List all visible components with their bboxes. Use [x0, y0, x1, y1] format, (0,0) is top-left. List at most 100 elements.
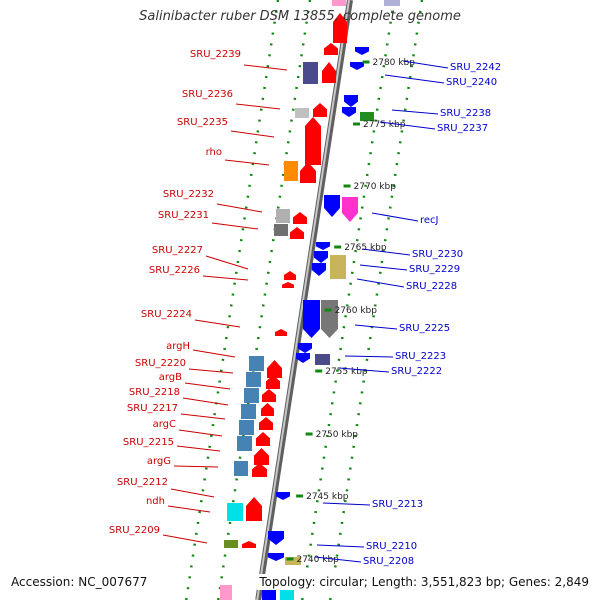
scale-label: 2780 kbp — [373, 58, 416, 68]
gene-arrow — [342, 107, 356, 117]
reverse-gene-label: SRU_2229 — [409, 264, 460, 275]
reverse-label-leader — [356, 278, 405, 288]
forward-gene-label: SRU_2227 — [152, 245, 203, 256]
forward-label-leader — [235, 103, 281, 110]
reverse-gene-label: SRU_2213 — [372, 499, 423, 510]
gene-arrow — [246, 497, 262, 521]
forward-label-leader — [167, 505, 211, 513]
forward-gene-label: SRU_2209 — [109, 525, 160, 536]
gene-arrow — [296, 353, 310, 363]
forward-gene-label: SRU_2215 — [123, 437, 174, 448]
forward-label-leader — [211, 222, 259, 230]
gene-arrow — [275, 329, 287, 336]
forward-gene-label: SRU_2212 — [117, 477, 168, 488]
reverse-gene-label: SRU_2208 — [363, 556, 414, 567]
reverse-gene-label: SRU_2225 — [399, 323, 450, 334]
gene-features — [220, 0, 400, 600]
forward-label-leader — [224, 159, 270, 166]
scale-label: 2755 kbp — [325, 367, 368, 377]
accession-text: Accession: NC_007677 — [9, 574, 150, 590]
forward-label-leader — [230, 130, 275, 138]
reverse-gene-label: SRU_2223 — [395, 351, 446, 362]
forward-gene-label: rho — [206, 147, 222, 158]
gene-box — [280, 590, 294, 600]
forward-label-leader — [182, 397, 229, 406]
gene-box — [384, 0, 400, 6]
gene-arrow — [300, 162, 316, 183]
forward-gene-label: argH — [166, 341, 190, 352]
gene-arrow — [313, 103, 327, 117]
gene-box — [249, 356, 264, 371]
reverse-gene-label: SRU_2210 — [366, 541, 417, 552]
forward-gene-label: ndh — [146, 496, 165, 507]
scale-label: 2750 kbp — [316, 430, 359, 440]
gene-arrow — [333, 13, 347, 43]
gene-arrow — [284, 271, 296, 280]
forward-label-leader — [184, 382, 231, 390]
guide-line — [328, 0, 424, 600]
forward-label-leader — [202, 275, 249, 281]
gene-arrow — [266, 375, 280, 389]
reverse-label-leader — [371, 212, 419, 222]
gene-arrow — [242, 541, 256, 548]
forward-gene-label: SRU_2231 — [158, 210, 209, 221]
gene-box — [330, 255, 346, 279]
reverse-label-leader — [354, 324, 398, 330]
reverse-gene-label: SRU_2228 — [406, 281, 457, 292]
gene-box — [360, 112, 374, 121]
gene-arrow — [298, 343, 312, 353]
reverse-label-leader — [402, 60, 449, 69]
gene-arrow — [350, 62, 364, 70]
gene-box — [239, 420, 254, 435]
forward-gene-label: SRU_2217 — [127, 403, 178, 414]
forward-gene-label: SRU_2239 — [190, 49, 241, 60]
gene-arrow — [303, 300, 320, 338]
gene-arrow — [267, 360, 282, 378]
reverse-gene-labels: SRU_2242 SRU_2240 SRU_2238 SRU_2237 recJ SRU_… — [314, 60, 501, 567]
gene-arrow — [355, 47, 369, 55]
reverse-gene-label: SRU_2237 — [437, 123, 488, 134]
reverse-label-leader — [316, 544, 365, 548]
forward-label-leader — [192, 349, 236, 358]
forward-label-leader — [243, 64, 288, 71]
scale-label: 2760 kbp — [335, 306, 378, 316]
gene-arrow — [342, 197, 358, 222]
gene-box — [244, 388, 259, 403]
gene-arrow — [312, 263, 326, 276]
gene-box — [234, 461, 248, 476]
forward-label-leader — [178, 429, 223, 437]
gene-arrow — [322, 62, 336, 83]
reverse-gene-label: SRU_2242 — [450, 62, 501, 73]
map-title: Salinibacter ruber DSM 13855, complete g… — [139, 9, 461, 24]
reverse-label-leader — [391, 109, 439, 115]
gene-arrow — [282, 282, 294, 288]
scale-label: 2770 kbp — [354, 182, 397, 192]
gene-arrow — [254, 448, 269, 465]
gene-arrow — [252, 463, 267, 477]
gene-arrow — [293, 212, 307, 224]
gene-arrow — [316, 242, 330, 250]
forward-label-leader — [170, 488, 215, 498]
forward-label-leader — [180, 413, 226, 420]
forward-label-leader — [216, 203, 263, 213]
gene-arrow — [324, 43, 338, 55]
forward-label-leader — [173, 465, 219, 468]
reverse-label-leader — [359, 264, 408, 271]
forward-label-leader — [194, 319, 241, 328]
reverse-gene-label: SRU_2222 — [391, 366, 442, 377]
scale-label: 2740 kbp — [296, 555, 339, 565]
gene-box — [303, 62, 318, 84]
gene-box — [241, 404, 256, 419]
forward-label-leader — [188, 368, 234, 374]
gene-box — [285, 557, 301, 565]
gene-arrow — [268, 553, 284, 561]
scale-marks: 2780 kbp 2775 kbp 2770 kbp 2765 kbp 2760 kbp… — [286, 58, 415, 565]
forward-label-leader — [205, 255, 249, 270]
gene-arrow — [256, 432, 270, 446]
forward-label-leader — [176, 445, 221, 452]
reverse-gene-label: SRU_2240 — [446, 77, 497, 88]
gene-arrow — [324, 195, 340, 217]
forward-gene-label: SRU_2232 — [163, 189, 214, 200]
gene-box — [220, 585, 232, 600]
